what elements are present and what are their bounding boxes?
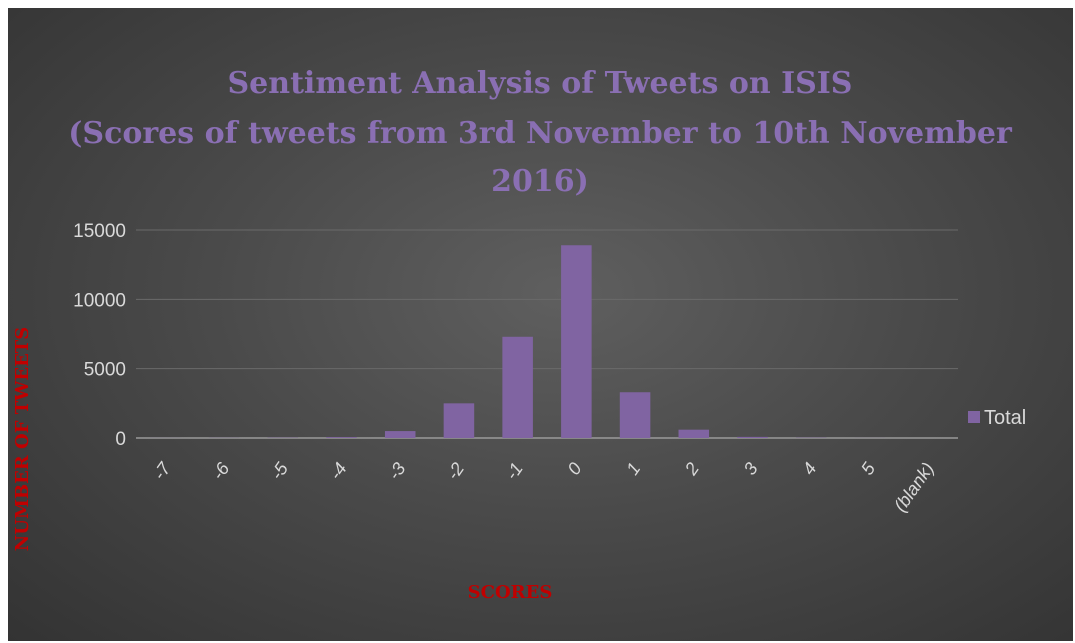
- x-tick-label: 0: [564, 459, 586, 479]
- bar: [561, 245, 592, 438]
- x-tick-label: 4: [798, 459, 820, 479]
- legend-label: Total: [984, 407, 1026, 429]
- x-tick-label: -5: [266, 458, 292, 483]
- bar: [737, 436, 768, 438]
- x-tick-label: 1: [622, 459, 644, 479]
- bar-chart: Sentiment Analysis of Tweets on ISIS (Sc…: [12, 66, 1026, 603]
- x-tick-label: -7: [149, 458, 175, 483]
- x-tick-label: 2: [680, 459, 703, 479]
- x-tick-label: -1: [501, 459, 527, 484]
- bar: [326, 437, 357, 438]
- x-axis-title: SCORES: [468, 582, 553, 603]
- chart-title-line-1: Sentiment Analysis of Tweets on ISIS: [228, 66, 853, 101]
- y-tick-label: 0: [115, 429, 126, 450]
- bar: [502, 336, 533, 438]
- bar: [678, 429, 710, 438]
- gridlines: [136, 229, 958, 439]
- legend: Total: [968, 407, 1026, 429]
- x-tick-label: 3: [740, 459, 762, 479]
- x-tick-label: 5: [857, 458, 880, 478]
- chart-area: Sentiment Analysis of Tweets on ISIS (Sc…: [8, 8, 1073, 641]
- legend-swatch: [968, 411, 980, 423]
- y-axis-ticks: 0 5000 10000 15000: [73, 221, 126, 450]
- x-axis-ticks: -7 -6 -5 -4 -3 -2 -1 0 1 2 3 4 5 (blank): [149, 458, 938, 515]
- chart-title: Sentiment Analysis of Tweets on ISIS (Sc…: [68, 66, 1013, 199]
- x-tick-label: -4: [325, 459, 351, 484]
- y-axis-title: NUMBER OF TWEETS: [12, 327, 33, 551]
- y-tick-label: 15000: [73, 221, 126, 242]
- x-tick-label: -2: [443, 459, 469, 484]
- chart-title-line-2: (Scores of tweets from 3rd November to 1…: [68, 116, 1013, 151]
- bar: [619, 392, 651, 438]
- x-tick-label: -6: [208, 458, 234, 483]
- chart-title-line-3: 2016): [491, 164, 589, 199]
- bar: [443, 403, 475, 438]
- x-tick-label: (blank): [890, 459, 938, 516]
- bar: [384, 431, 416, 438]
- x-tick-label: -3: [384, 459, 410, 484]
- y-tick-label: 5000: [84, 360, 126, 381]
- bars: [150, 245, 886, 438]
- y-tick-label: 10000: [73, 290, 126, 311]
